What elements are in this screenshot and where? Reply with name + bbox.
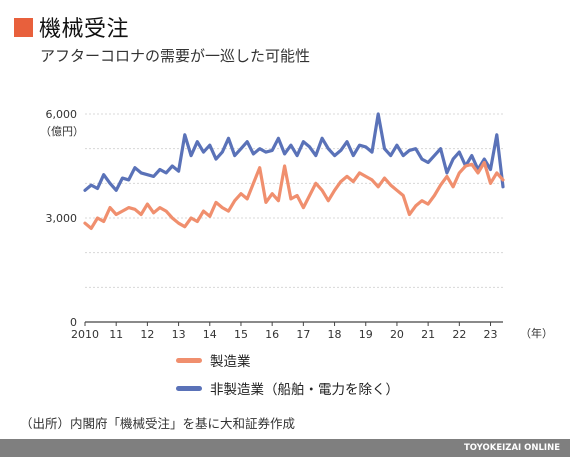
legend-item-manufacturing: 製造業: [176, 350, 251, 370]
y-tick-label: 0: [70, 316, 77, 329]
series-line-manufacturing: [83, 160, 505, 230]
brand-footer: TOYOKEIZAI ONLINE: [0, 439, 570, 457]
legend-label-nonmanufacturing: 非製造業（船舶・電力を除く）: [210, 382, 399, 398]
source-note: （出所）内閣府「機械受注」を基に大和証券作成: [20, 416, 296, 431]
x-tick-label: 16: [265, 328, 279, 341]
series-lines: [83, 112, 505, 230]
x-tick-label: 17: [296, 328, 310, 341]
legend-swatch-manufacturing: [176, 357, 202, 363]
y-unit-label: （億円）: [40, 125, 84, 138]
legend-item-nonmanufacturing: 非製造業（船舶・電力を除く）: [176, 378, 399, 398]
x-tick-label: 14: [203, 328, 217, 341]
title-marker: [14, 17, 33, 37]
x-tick-label: 11: [109, 328, 123, 341]
chart-subtitle: アフターコロナの需要が一巡した可能性: [40, 47, 311, 65]
chart-title: 機械受注: [39, 17, 130, 42]
x-tick-label: 20: [390, 328, 404, 341]
grid-lines: [85, 113, 503, 323]
x-unit-label: （年）: [520, 326, 553, 340]
y-tick-label: 3,000: [46, 212, 78, 225]
x-tick-label: 18: [328, 328, 342, 341]
x-tick-label: 19: [359, 328, 373, 341]
series-line-nonmanufacturing: [83, 112, 505, 192]
legend-swatch-nonmanufacturing: [176, 385, 202, 391]
x-tick-label: 12: [140, 328, 154, 341]
x-tick-label: 21: [421, 328, 435, 341]
y-tick-label: 6,000: [46, 108, 78, 121]
x-tick-label: 15: [234, 328, 248, 341]
x-tick-label: 13: [172, 328, 186, 341]
x-tick-label: 2010: [71, 328, 99, 341]
title-area: 機械受注: [14, 11, 129, 43]
legend-label-manufacturing: 製造業: [210, 354, 251, 370]
x-tick-label: 22: [452, 328, 466, 341]
x-tick-label: 23: [484, 328, 498, 341]
axis-tick-labels: 0 3,000 6,000 2010 11 12 13 14 15 16 17 18 19 20 21 22 2…: [46, 108, 498, 341]
